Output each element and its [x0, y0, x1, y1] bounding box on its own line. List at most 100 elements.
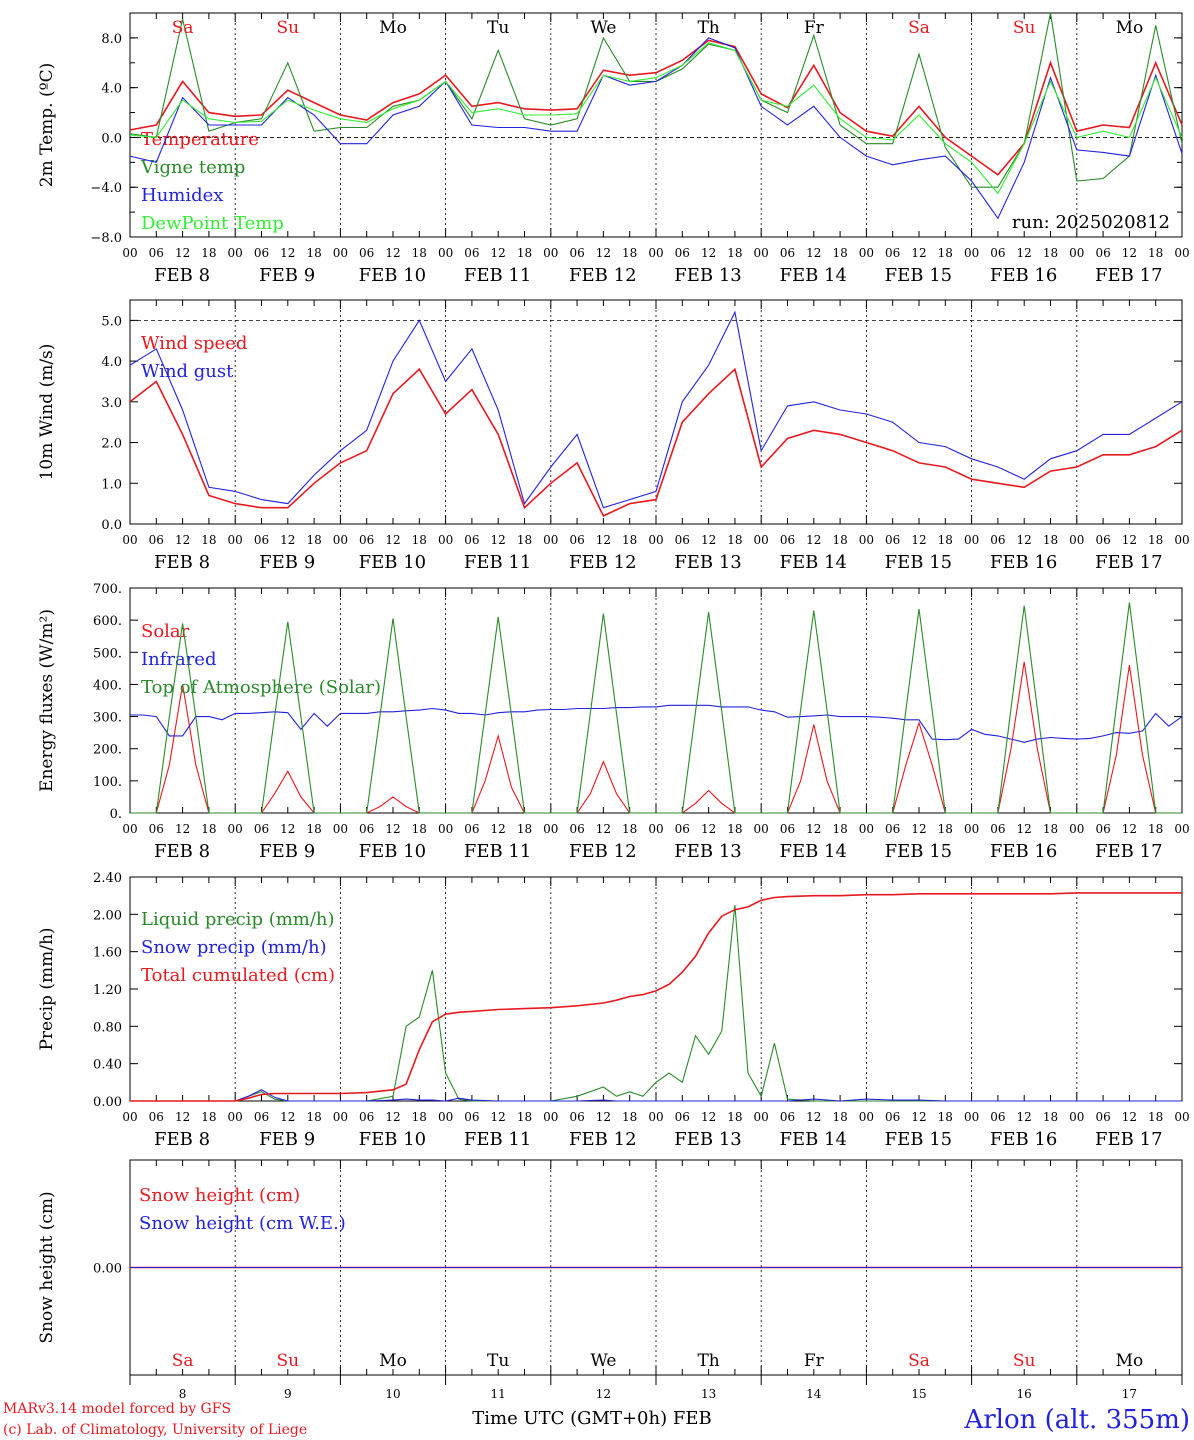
wind-hour-label: 12 [806, 533, 821, 547]
wind-ytick-label: 2.0 [101, 437, 122, 452]
temp-weekday-label: Mo [1116, 18, 1144, 38]
energy-ytick-label: 0. [110, 807, 122, 822]
temp-hour-label: 18 [727, 246, 742, 260]
temp-hour-label: 12 [911, 246, 926, 260]
temp-hour-label: 12 [175, 246, 190, 260]
temp-hour-label: 06 [464, 246, 479, 260]
footer-model-line: MARv3.14 model forced by GFS [3, 1401, 231, 1417]
wind-hour-label: 06 [1095, 533, 1110, 547]
precip-ytick-label: 0.00 [93, 1095, 122, 1110]
snow-day-number: 8 [179, 1387, 187, 1401]
temp-date-label: FEB 11 [464, 265, 531, 286]
energy-legend-2: Top of Atmosphere (Solar) [141, 677, 381, 698]
energy-hour-label: 06 [675, 822, 690, 836]
temp-ytick-label: −8.0 [90, 231, 122, 246]
wind-panel: 0.0 1.0 2.0 3.0 4.0 5.0 10m Wind (m/s) Wind spe… [37, 299, 1190, 573]
precip-hour-label: 12 [175, 1110, 190, 1124]
precip-ytick-label: 1.60 [93, 946, 122, 961]
energy-hour-label: 18 [1043, 822, 1058, 836]
wind-ytick-label: 3.0 [101, 396, 122, 411]
snow-weekday-label: Th [697, 1351, 719, 1371]
wind-hour-label: 00 [543, 533, 558, 547]
energy-hour-label: 06 [569, 822, 584, 836]
precip-hour-label: 18 [1043, 1110, 1058, 1124]
temp-ytick-label: 4.0 [101, 82, 122, 97]
energy-ytick-label: 300. [93, 711, 122, 726]
temp-hour-label: 06 [569, 246, 584, 260]
wind-hour-label: 18 [306, 533, 321, 547]
energy-hour-label: 00 [964, 822, 979, 836]
wind-date-label: FEB 9 [259, 552, 315, 573]
precip-ytick-label: 0.40 [93, 1058, 122, 1073]
precip-hour-label: 18 [1148, 1110, 1163, 1124]
precip-hour-label: 12 [596, 1110, 611, 1124]
precip-hour-label: 00 [333, 1110, 348, 1124]
precip-date-label: FEB 12 [569, 1129, 636, 1150]
wind-hour-label: 12 [491, 533, 506, 547]
energy-hour-label: 00 [1174, 822, 1189, 836]
temp-panel: −8.0 −4.0 0.0 4.0 8.0 2m Temp. (ºC) Temperatur… [37, 12, 1190, 286]
temp-hour-label: 18 [1148, 246, 1163, 260]
temp-hour-label: 00 [1174, 246, 1189, 260]
energy-ytick-label: 400. [93, 678, 122, 693]
energy-date-label: FEB 9 [259, 841, 315, 862]
snow-weekday-label: We [590, 1351, 616, 1371]
temp-hour-label: 00 [648, 246, 663, 260]
temp-hour-label: 00 [859, 246, 874, 260]
energy-hour-label: 12 [1017, 822, 1032, 836]
wind-hour-label: 12 [1122, 533, 1137, 547]
snow-weekday-label: Tu [487, 1351, 509, 1371]
snow-weekday-label: Su [1013, 1351, 1036, 1371]
energy-hour-label: 18 [306, 822, 321, 836]
precip-panel: 0.00 0.40 0.80 1.20 1.60 2.00 2.40 Precip (mm/h… [37, 871, 1190, 1150]
energy-hour-label: 18 [622, 822, 637, 836]
temp-hour-label: 00 [122, 246, 137, 260]
precip-hour-label: 12 [280, 1110, 295, 1124]
precip-ytick-label: 0.80 [93, 1020, 122, 1035]
energy-hour-label: 06 [1095, 822, 1110, 836]
precip-date-label: FEB 10 [359, 1129, 426, 1150]
temp-hour-label: 18 [517, 246, 532, 260]
energy-date-label: FEB 10 [359, 841, 426, 862]
energy-hour-label: 00 [438, 822, 453, 836]
energy-ytick-label: 200. [93, 743, 122, 758]
temp-hour-label: 18 [832, 246, 847, 260]
precip-legend-0: Liquid precip (mm/h) [141, 909, 335, 930]
precip-hour-label: 18 [306, 1110, 321, 1124]
wind-hour-label: 00 [438, 533, 453, 547]
temp-hour-label: 18 [938, 246, 953, 260]
wind-date-label: FEB 11 [464, 552, 531, 573]
precip-hour-label: 18 [517, 1110, 532, 1124]
energy-hour-label: 18 [727, 822, 742, 836]
precip-date-label: FEB 17 [1095, 1129, 1162, 1150]
energy-hour-label: 00 [859, 822, 874, 836]
snow-legend-0: Snow height (cm) [139, 1185, 300, 1206]
wind-hour-label: 06 [885, 533, 900, 547]
wind-date-label: FEB 17 [1095, 552, 1162, 573]
energy-ytick-label: 100. [93, 775, 122, 790]
precip-hour-label: 00 [122, 1110, 137, 1124]
temp-legend-0: Temperature [141, 129, 259, 150]
precip-ytick-label: 2.40 [93, 871, 122, 886]
snow-weekday-label: Fr [804, 1351, 825, 1371]
precip-hour-label: 06 [464, 1110, 479, 1124]
energy-date-label: FEB 11 [464, 841, 531, 862]
wind-hour-label: 00 [333, 533, 348, 547]
wind-hour-label: 18 [201, 533, 216, 547]
snow-weekday-label: Mo [379, 1351, 407, 1371]
temp-hour-label: 12 [1122, 246, 1137, 260]
wind-hour-label: 18 [727, 533, 742, 547]
temp-hour-label: 12 [701, 246, 716, 260]
precip-hour-label: 06 [990, 1110, 1005, 1124]
wind-date-label: FEB 10 [359, 552, 426, 573]
energy-hour-label: 18 [517, 822, 532, 836]
precip-date-label: FEB 9 [259, 1129, 315, 1150]
precip-hour-label: 00 [543, 1110, 558, 1124]
wind-series-wind-speed [129, 367, 1183, 517]
temp-date-label: FEB 14 [779, 265, 846, 286]
energy-hour-label: 12 [280, 822, 295, 836]
temp-series-temperature [129, 39, 1183, 176]
precip-hour-label: 00 [1174, 1110, 1189, 1124]
precip-hour-label: 06 [254, 1110, 269, 1124]
energy-date-label: FEB 13 [674, 841, 741, 862]
